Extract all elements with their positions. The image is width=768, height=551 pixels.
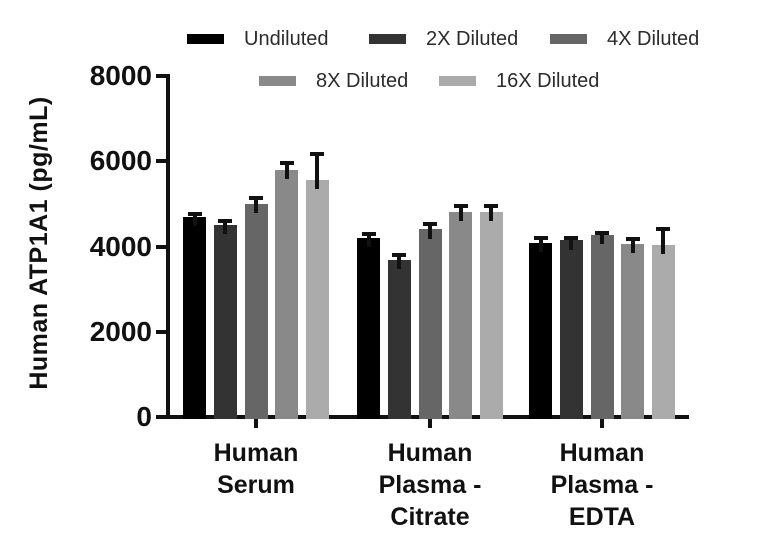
error-bar-cap bbox=[280, 161, 294, 165]
bar-undiluted bbox=[529, 243, 552, 419]
x-axis-category-label-line: Human bbox=[213, 439, 299, 467]
bar-16x-diluted bbox=[306, 180, 329, 419]
bar-2x-diluted bbox=[214, 225, 237, 419]
error-bar-stem bbox=[661, 229, 665, 254]
x-axis-category-label: Human Serum bbox=[166, 437, 346, 501]
legend-item-undiluted: Undiluted bbox=[187, 28, 329, 50]
error-bar-cap bbox=[249, 196, 263, 200]
legend-label: 4X Diluted bbox=[607, 27, 700, 50]
legend-swatch-undiluted bbox=[187, 34, 224, 44]
error-bar-cap bbox=[595, 231, 609, 235]
error-bar-stem bbox=[428, 224, 432, 239]
x-axis-category-label-line: Serum bbox=[217, 471, 295, 499]
error-bar-stem bbox=[600, 233, 604, 244]
y-axis-tick-label: 4000 bbox=[89, 231, 152, 262]
legend-item-2x-diluted: 2X Diluted bbox=[369, 28, 518, 50]
x-axis-category-label-line: Human bbox=[559, 439, 645, 467]
error-bar-cap bbox=[362, 232, 376, 236]
bar-2x-diluted bbox=[560, 240, 583, 419]
error-bar-cap bbox=[484, 204, 498, 208]
y-axis-tick-label: 8000 bbox=[89, 60, 152, 91]
y-axis-tick bbox=[156, 415, 166, 419]
x-axis-tick bbox=[254, 419, 258, 428]
error-bar-stem bbox=[397, 255, 401, 269]
error-bar-stem bbox=[223, 221, 227, 234]
legend-swatch-16x-diluted bbox=[439, 76, 476, 86]
legend-item-4x-diluted: 4X Diluted bbox=[550, 28, 699, 50]
x-axis-category-label-line: Plasma - bbox=[378, 471, 482, 499]
x-axis-category-label: Human Plasma - Citrate bbox=[340, 437, 520, 533]
bar-4x-diluted bbox=[591, 235, 614, 419]
y-axis-tick bbox=[156, 159, 166, 163]
bar-4x-diluted bbox=[419, 229, 442, 419]
error-bar-stem bbox=[367, 234, 371, 247]
error-bar-cap bbox=[656, 227, 670, 231]
error-bar-cap bbox=[218, 219, 232, 223]
error-bar-cap bbox=[454, 204, 468, 208]
legend-item-16x-diluted: 16X Diluted bbox=[439, 70, 599, 92]
legend-swatch-4x-diluted bbox=[550, 34, 587, 44]
legend-label: 16X Diluted bbox=[496, 69, 600, 92]
legend-swatch-2x-diluted bbox=[369, 34, 406, 44]
y-axis-tick bbox=[156, 74, 166, 78]
error-bar-cap bbox=[564, 236, 578, 240]
x-axis-tick bbox=[428, 419, 432, 428]
bar-16x-diluted bbox=[652, 245, 675, 419]
error-bar-stem bbox=[254, 198, 258, 213]
y-axis-line bbox=[166, 74, 170, 419]
x-axis-category-label-line: Human bbox=[387, 439, 473, 467]
x-axis-category-label-line: Citrate bbox=[390, 503, 470, 531]
x-axis-tick bbox=[600, 419, 604, 428]
error-bar-stem bbox=[631, 239, 635, 253]
bar-8x-diluted bbox=[621, 244, 644, 419]
bar-undiluted bbox=[357, 238, 380, 419]
bar-undiluted bbox=[183, 217, 206, 419]
error-bar-cap bbox=[626, 237, 640, 241]
y-axis-tick-label: 2000 bbox=[89, 316, 152, 347]
x-axis-category-label: Human Plasma - EDTA bbox=[512, 437, 692, 533]
error-bar-stem bbox=[489, 206, 493, 221]
y-axis-tick bbox=[156, 330, 166, 334]
x-axis-category-label-line: Plasma - bbox=[550, 471, 654, 499]
error-bar-stem bbox=[569, 238, 573, 250]
legend-swatch-8x-diluted bbox=[259, 76, 296, 86]
error-bar-stem bbox=[539, 238, 543, 252]
error-bar-cap bbox=[310, 152, 324, 156]
bar-2x-diluted bbox=[388, 260, 411, 419]
y-axis-tick-label: 0 bbox=[136, 401, 152, 432]
bar-8x-diluted bbox=[275, 170, 298, 419]
error-bar-stem bbox=[193, 214, 197, 226]
legend-label: 2X Diluted bbox=[426, 27, 519, 50]
legend-label: 8X Diluted bbox=[316, 69, 409, 92]
error-bar-cap bbox=[534, 236, 548, 240]
legend-item-8x-diluted: 8X Diluted bbox=[259, 70, 408, 92]
error-bar-stem bbox=[315, 154, 319, 189]
bar-8x-diluted bbox=[449, 212, 472, 419]
y-axis-tick-label: 6000 bbox=[89, 145, 152, 176]
bar-16x-diluted bbox=[480, 212, 503, 419]
bar-4x-diluted bbox=[245, 204, 268, 419]
x-axis-category-label-line: EDTA bbox=[568, 503, 636, 531]
error-bar-cap bbox=[423, 222, 437, 226]
error-bar-stem bbox=[459, 206, 463, 221]
y-axis-tick bbox=[156, 245, 166, 249]
error-bar-cap bbox=[392, 253, 406, 257]
error-bar-stem bbox=[285, 163, 289, 179]
legend-label: Undiluted bbox=[244, 27, 329, 50]
error-bar-cap bbox=[188, 212, 202, 216]
